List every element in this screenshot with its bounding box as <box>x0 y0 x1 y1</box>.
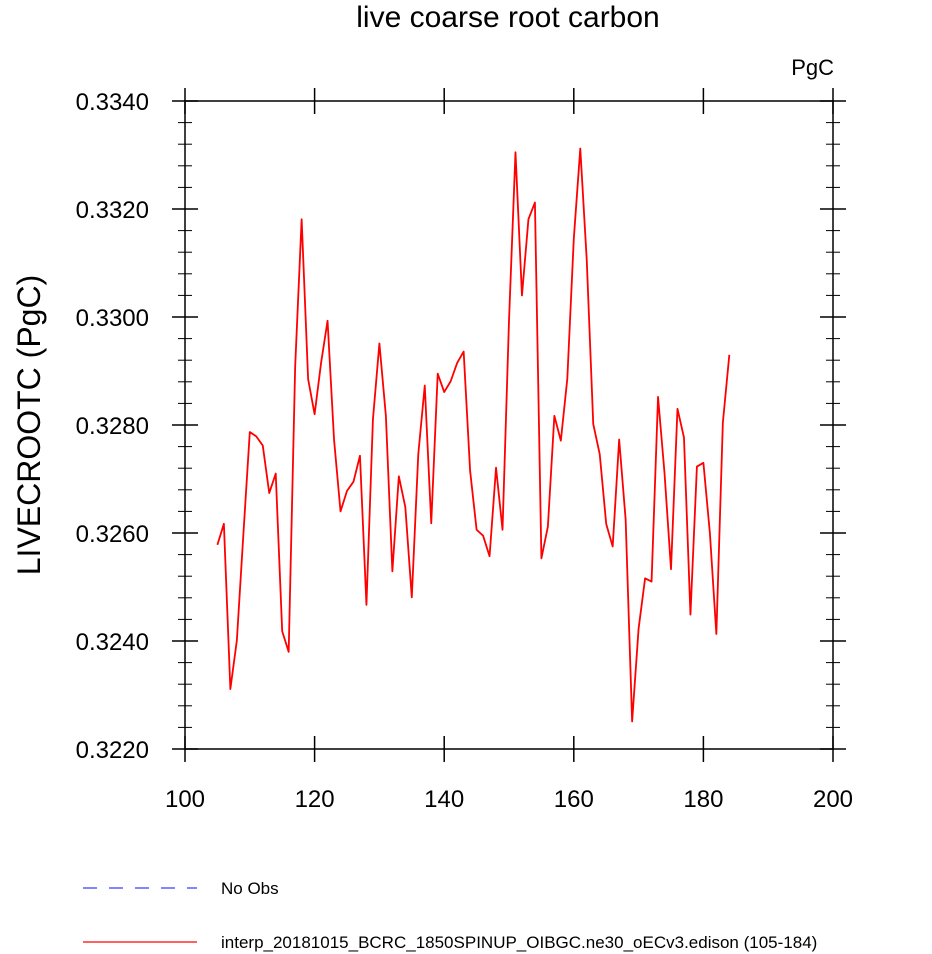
x-tick-label: 200 <box>813 786 853 813</box>
axis-ticks <box>172 88 846 762</box>
y-tick-label: 0.3300 <box>76 305 149 332</box>
y-tick-label: 0.3320 <box>76 197 149 224</box>
y-tick-label: 0.3220 <box>76 737 149 764</box>
legend-entry-no-obs: No Obs <box>221 879 279 898</box>
x-tick-label: 140 <box>424 786 464 813</box>
series-layer <box>216 147 731 723</box>
x-tick-label: 120 <box>295 786 335 813</box>
plot-frame <box>184 100 834 750</box>
y-tick-label: 0.3260 <box>76 521 149 548</box>
tick-labels: 100 120 140 160 180 200 0.3220 0.3240 0.3260 0.32… <box>76 89 853 813</box>
units-label: PgC <box>791 55 834 80</box>
y-tick-label: 0.3240 <box>76 629 149 656</box>
x-tick-label: 100 <box>165 786 205 813</box>
x-tick-label: 160 <box>554 786 594 813</box>
legend-entry-model: interp_20181015_BCRC_1850SPINUP_OIBGC.ne… <box>221 933 817 952</box>
y-tick-label: 0.3280 <box>76 413 149 440</box>
y-axis-label: LIVECROOTC (PgC) <box>11 275 47 575</box>
legend: No Obs interp_20181015_BCRC_1850SPINUP_O… <box>83 879 817 952</box>
x-tick-label: 180 <box>683 786 723 813</box>
series-line-0 <box>216 147 731 723</box>
y-tick-label: 0.3340 <box>76 89 149 116</box>
chart-title: live coarse root carbon <box>356 1 660 34</box>
